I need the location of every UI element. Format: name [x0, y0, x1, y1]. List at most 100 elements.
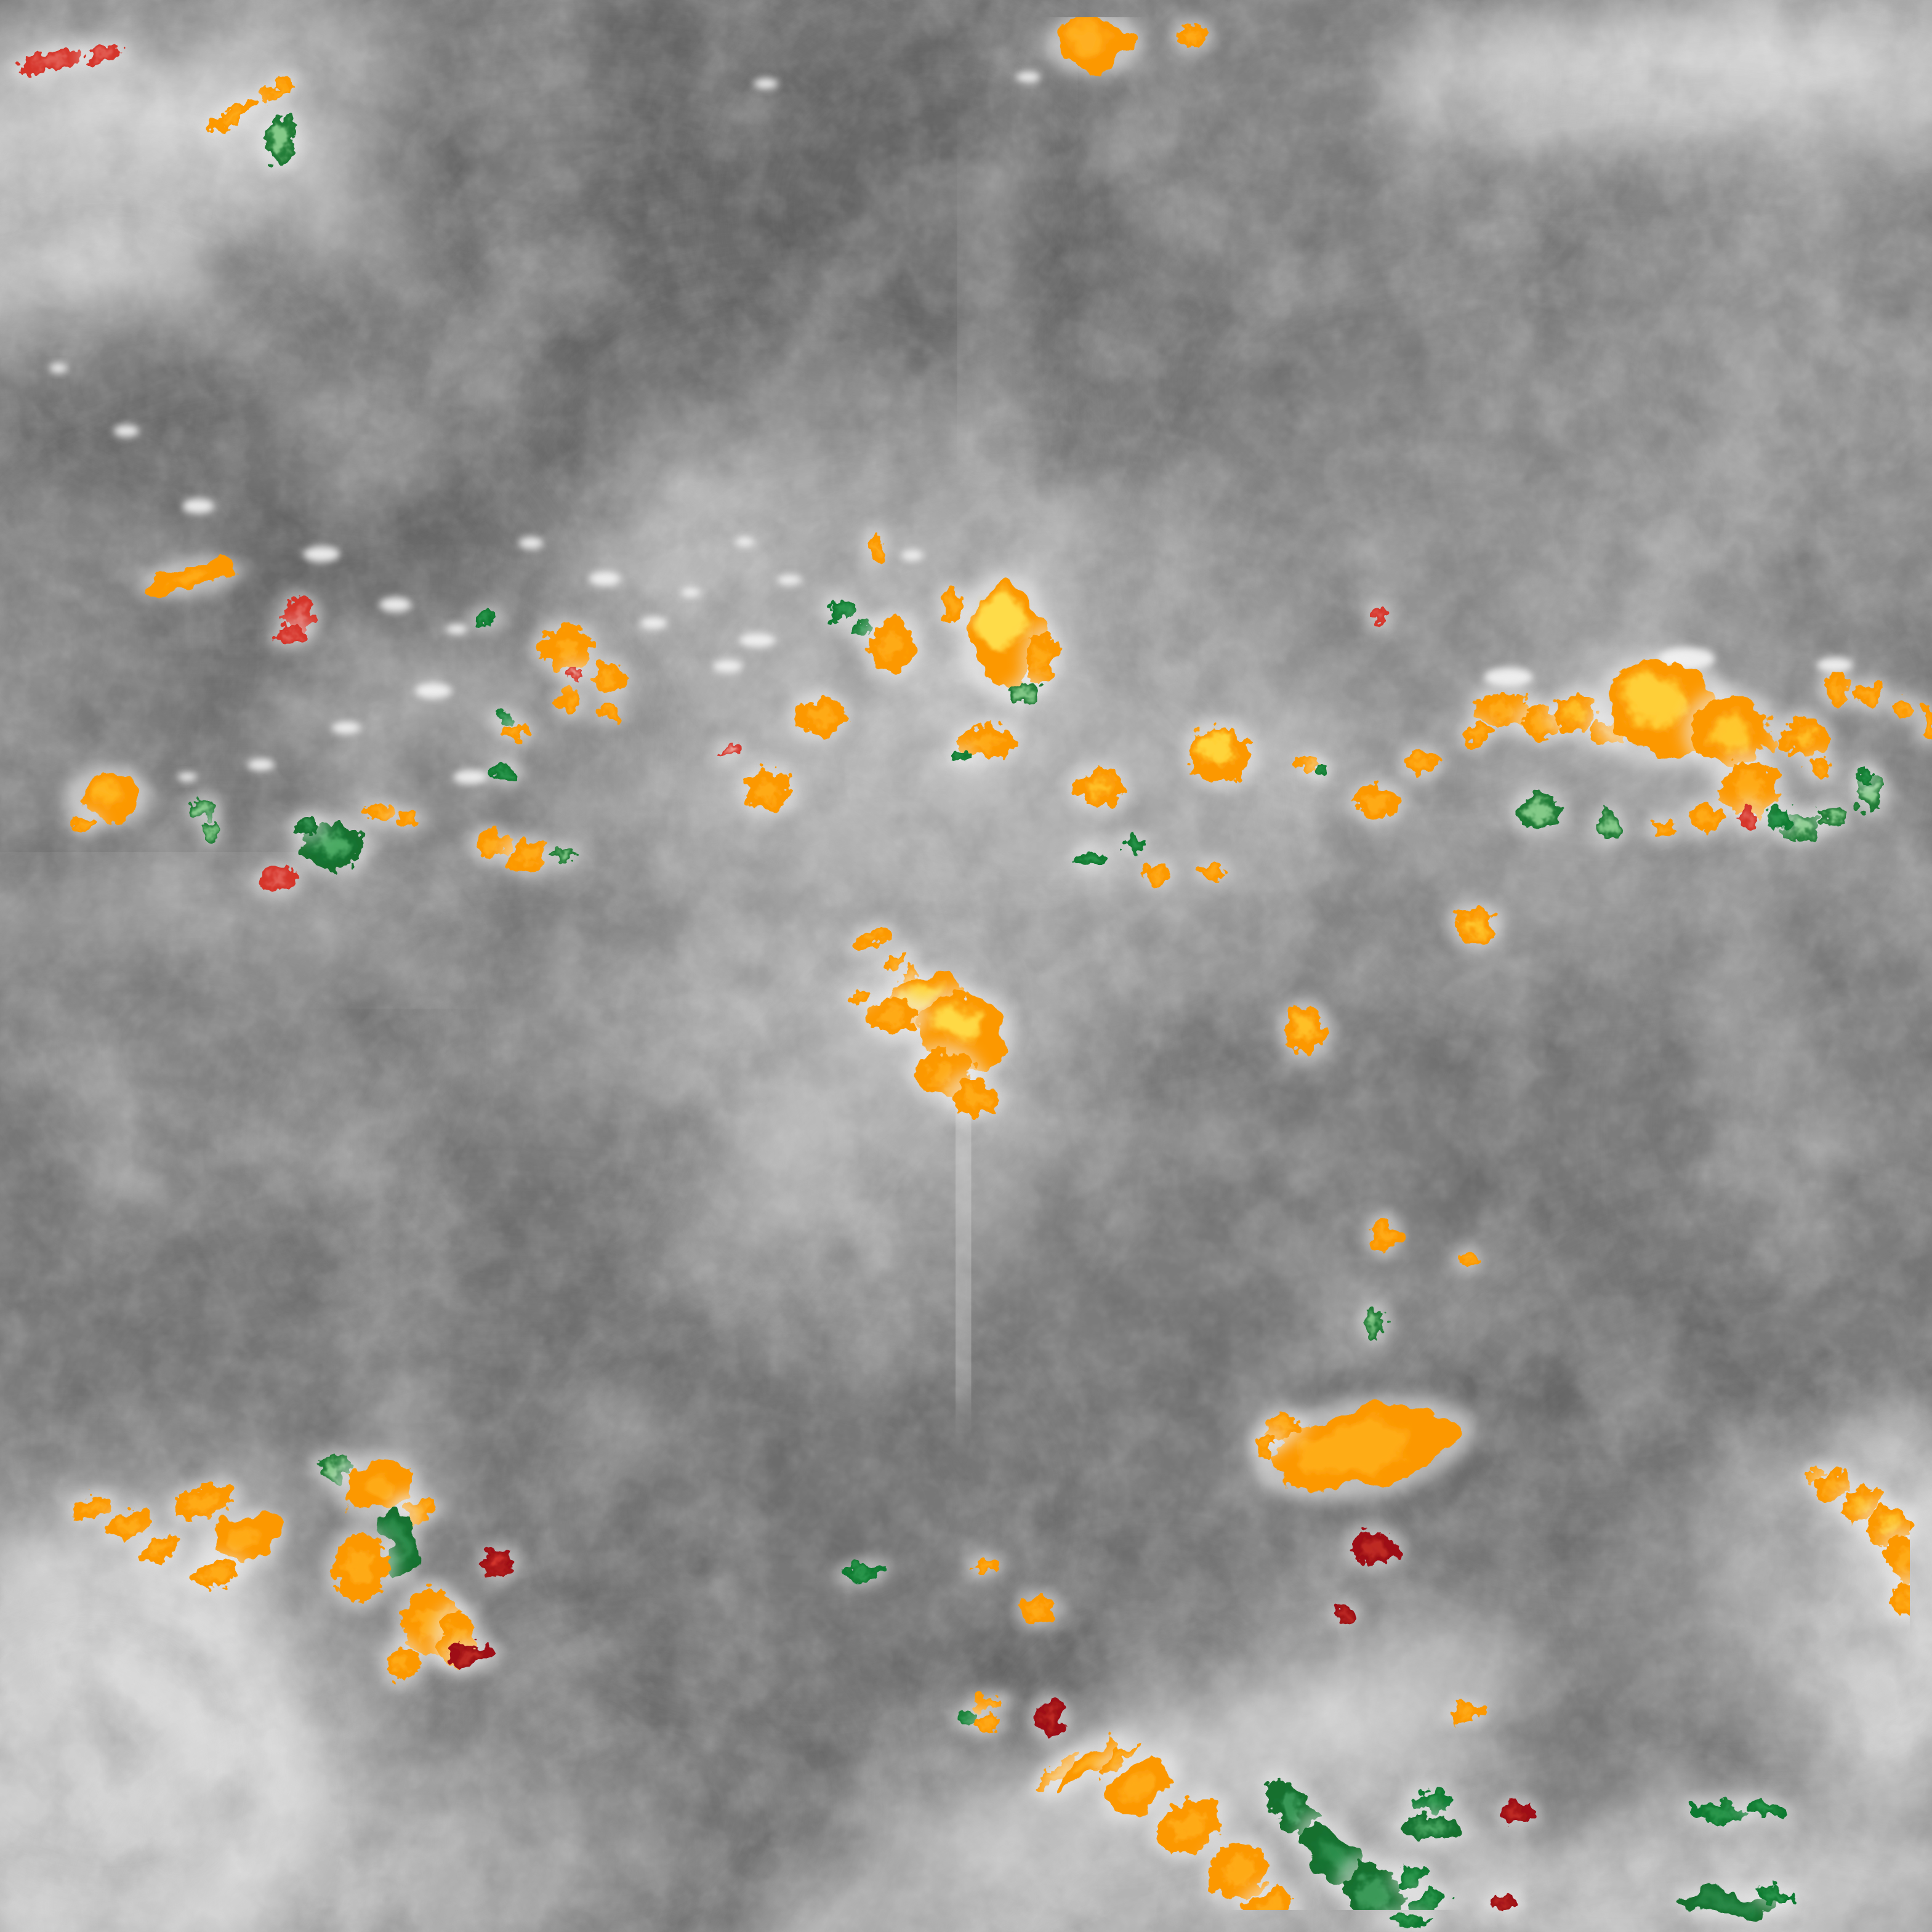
cell-inner: [1366, 795, 1388, 811]
convective-cell-dark-red: [475, 1544, 522, 1585]
cloud-puff: [713, 660, 743, 672]
cell-inner: [1207, 867, 1219, 875]
cell-inner: [1736, 775, 1764, 802]
cell-core: [86, 782, 123, 804]
cell-inner: [1488, 701, 1516, 718]
cell-inner: [1377, 1226, 1391, 1243]
cell-inner: [963, 1088, 985, 1106]
convective-cell-orange: [1800, 753, 1838, 784]
convective-cell-orange: [500, 833, 553, 879]
cell-core: [1199, 733, 1233, 762]
cell-inner: [1185, 30, 1200, 41]
cloud-puff: [777, 574, 802, 586]
convective-cell-red-pink: [559, 661, 590, 685]
convective-cell-green: [1310, 756, 1334, 783]
cell-inner: [982, 1720, 993, 1728]
convective-cell-orange: [786, 691, 854, 743]
convective-cell-orange: [499, 718, 536, 745]
cloud-puff: [453, 770, 488, 784]
cell-inner: [1898, 703, 1909, 711]
cell-inner: [871, 540, 879, 554]
cell-core: [1067, 25, 1111, 52]
cell-inner: [402, 815, 414, 823]
convective-cell-green-rich: [289, 811, 327, 841]
satellite-composite: [0, 0, 1932, 1932]
cell-core: [315, 834, 350, 856]
cell-inner: [756, 780, 779, 801]
cell-inner: [605, 709, 615, 717]
convective-cell-orange: [944, 1071, 1005, 1124]
convective-cell-orange: [1194, 856, 1231, 885]
convective-cell-orange: [1817, 665, 1855, 712]
convective-cell-dark-red: [1343, 1524, 1405, 1571]
convective-cell-orange: [1169, 18, 1215, 53]
cell-inner: [882, 1007, 906, 1025]
cloud-puff: [303, 546, 340, 562]
cloud-puff: [331, 722, 361, 734]
cloud-puff: [901, 550, 924, 561]
convective-cell-orange: [1682, 797, 1729, 839]
convective-cell-orange: [1446, 901, 1503, 951]
cell-inner: [570, 670, 580, 677]
cell-inner: [1830, 680, 1842, 696]
cell-inner: [972, 733, 1000, 750]
cell-inner: [518, 848, 537, 864]
cloud-puff: [681, 587, 701, 597]
convective-cell-green-light: [198, 813, 223, 847]
cell-inner: [372, 808, 387, 817]
convective-cell-red: [1735, 798, 1763, 837]
convective-cell-orange: [1645, 813, 1682, 842]
convective-cell-dark-red: [1028, 1693, 1073, 1744]
convective-cell-green: [1852, 760, 1879, 792]
convective-cell-orange: [1045, 10, 1143, 76]
cell-inner: [485, 838, 501, 851]
convective-cell-green: [1070, 843, 1109, 873]
cell-inner: [512, 728, 523, 735]
convective-cell-green-light: [1359, 1300, 1390, 1345]
convective-cell-orange: [1277, 997, 1334, 1062]
convective-cell-orange: [1396, 744, 1443, 782]
cell-inner: [1375, 611, 1383, 619]
convective-cell-red: [1366, 600, 1393, 630]
cell-inner: [947, 599, 958, 615]
cell-inner: [956, 754, 966, 760]
cell-inner: [1510, 1808, 1526, 1818]
cloud-puff: [446, 624, 468, 635]
cell-inner: [1697, 811, 1713, 824]
cell-core: [1619, 676, 1683, 728]
convective-cell-orange: [1139, 858, 1176, 890]
convective-cell-orange: [861, 526, 889, 568]
cell-core: [975, 592, 1022, 648]
convective-cell-orange: [1346, 779, 1407, 826]
convective-cell-orange: [1068, 762, 1130, 815]
cloud-puff: [589, 571, 621, 586]
cell-inner: [81, 820, 92, 827]
cell-inner: [553, 637, 579, 659]
cell-inner: [1464, 1256, 1473, 1263]
convective-cell-orange: [935, 584, 970, 630]
convective-cell-green: [945, 746, 976, 767]
convective-cell-orange: [586, 654, 631, 702]
convective-cell-orange: [389, 805, 427, 832]
cloud-puff: [640, 617, 667, 629]
convective-cell-green-light: [1811, 802, 1852, 834]
cell-core: [1089, 779, 1111, 797]
cell-inner: [497, 767, 512, 776]
convective-cell-green-light: [547, 842, 581, 869]
cell-inner: [302, 822, 314, 831]
convective-cell-orange: [1453, 1246, 1484, 1271]
cloud-puff: [1484, 667, 1533, 687]
convective-cell-orange: [1364, 1210, 1405, 1258]
cloud-puff: [182, 499, 214, 513]
cell-inner: [558, 851, 570, 860]
cell-inner: [1861, 770, 1869, 781]
cell-inner: [1925, 715, 1932, 731]
cell-inner: [1745, 811, 1753, 824]
cloud-puff: [177, 772, 197, 782]
cloud-puff: [518, 537, 543, 549]
convective-cell-orange: [68, 810, 103, 837]
convective-cell-green-light: [1592, 803, 1627, 847]
cell-inner: [962, 1715, 971, 1723]
convective-cell-green: [1115, 830, 1150, 858]
cell-inner: [1152, 869, 1164, 879]
